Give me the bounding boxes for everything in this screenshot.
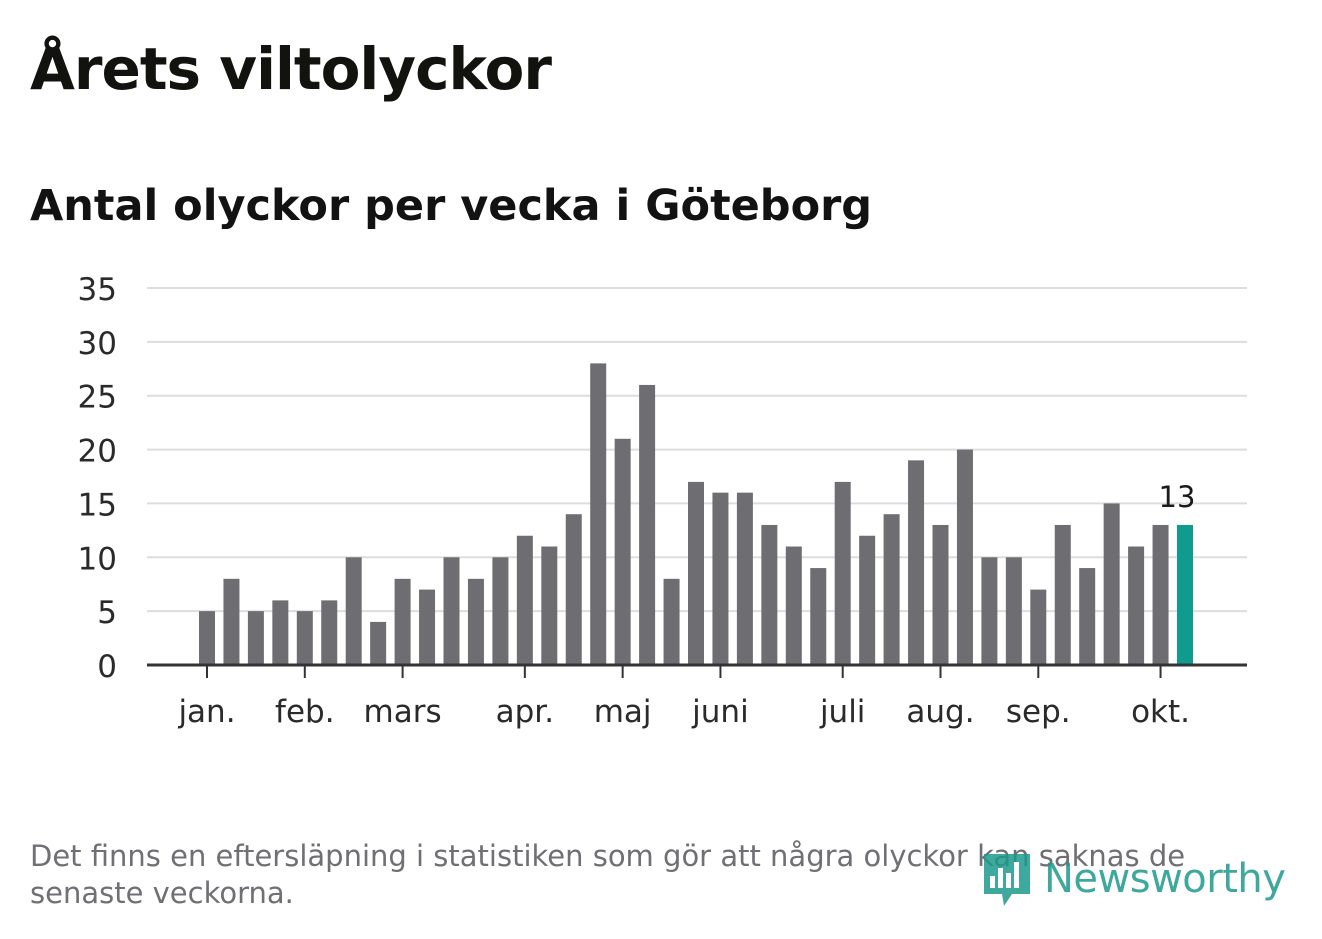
bar bbox=[834, 481, 851, 665]
x-tick-label: feb. bbox=[275, 694, 335, 730]
x-tick-label: sep. bbox=[1006, 694, 1071, 730]
x-tick-label: okt. bbox=[1131, 694, 1190, 730]
bar bbox=[370, 621, 387, 665]
bar bbox=[1030, 589, 1047, 665]
bar bbox=[223, 578, 240, 665]
bar bbox=[1005, 557, 1022, 665]
x-tick-label: apr. bbox=[496, 694, 554, 730]
x-tick-label: juli bbox=[819, 694, 866, 730]
bar bbox=[467, 578, 484, 665]
y-tick-label: 35 bbox=[78, 272, 117, 308]
x-tick-label: mars bbox=[364, 694, 442, 730]
bar bbox=[516, 535, 533, 665]
bar bbox=[1103, 503, 1120, 665]
y-tick-label: 0 bbox=[97, 649, 117, 685]
y-tick-label: 25 bbox=[78, 380, 117, 416]
bar bbox=[541, 546, 558, 665]
bar bbox=[199, 611, 215, 665]
newsworthy-logo-icon bbox=[984, 854, 1030, 906]
bar bbox=[614, 438, 631, 665]
bar bbox=[859, 535, 876, 665]
bar bbox=[1079, 568, 1096, 665]
y-tick-label: 20 bbox=[78, 434, 117, 470]
x-tick-label: juni bbox=[691, 694, 749, 730]
bar bbox=[590, 363, 607, 665]
bar bbox=[956, 449, 973, 665]
bar bbox=[736, 492, 753, 665]
data-label: 13 bbox=[1159, 480, 1196, 514]
bar bbox=[908, 460, 925, 665]
bar bbox=[663, 578, 680, 665]
bar bbox=[565, 514, 582, 665]
bar bbox=[492, 557, 509, 665]
bar bbox=[296, 611, 313, 665]
y-tick-label: 5 bbox=[97, 595, 117, 631]
chart-title: Årets viltolyckor bbox=[30, 35, 552, 103]
x-tick-label: aug. bbox=[906, 694, 974, 730]
bar bbox=[1128, 546, 1145, 665]
bar bbox=[688, 481, 704, 665]
chart-subtitle: Antal olyckor per vecka i Göteborg bbox=[30, 181, 873, 231]
bar bbox=[932, 524, 949, 665]
bar bbox=[321, 600, 338, 665]
bar bbox=[272, 600, 289, 665]
y-tick-label: 10 bbox=[78, 541, 117, 577]
bar bbox=[810, 568, 827, 665]
x-tick-label: jan. bbox=[177, 694, 235, 730]
bar bbox=[247, 611, 264, 665]
y-tick-label: 15 bbox=[78, 487, 117, 523]
bar bbox=[1054, 524, 1071, 665]
bar bbox=[712, 492, 729, 665]
y-tick-label: 30 bbox=[78, 326, 117, 362]
bar bbox=[1152, 524, 1169, 665]
bar-chart: 0 5 10 15 20 25 30 35 jan. feb. mars apr. maj juni jul… bbox=[78, 272, 1247, 730]
newsworthy-logo: Newsworthy bbox=[980, 848, 1286, 910]
bar bbox=[419, 589, 436, 665]
x-tick-label: maj bbox=[594, 694, 652, 730]
bar bbox=[761, 524, 778, 665]
brand-name: Newsworthy bbox=[1044, 856, 1286, 902]
bar bbox=[639, 384, 656, 665]
bar bbox=[394, 578, 411, 665]
bar-highlight bbox=[1177, 524, 1193, 665]
bar bbox=[443, 557, 460, 665]
bar bbox=[345, 557, 362, 665]
bar bbox=[785, 546, 802, 665]
bar bbox=[981, 557, 998, 665]
bar bbox=[883, 514, 900, 665]
